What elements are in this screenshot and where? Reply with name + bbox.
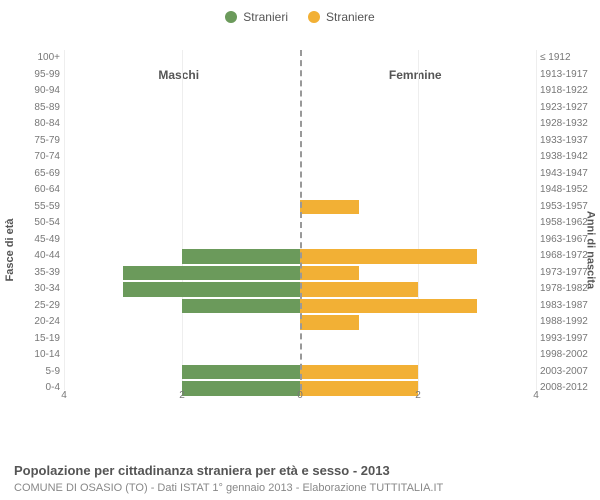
y-tick-age: 15-19 bbox=[0, 331, 60, 348]
y-tick-age: 80-84 bbox=[0, 116, 60, 133]
bar-female bbox=[300, 282, 418, 297]
y-tick-birth: 2008-2012 bbox=[540, 380, 600, 397]
bar-male bbox=[182, 299, 300, 314]
y-axis-right: ≤ 19121913-19171918-19221923-19271928-19… bbox=[540, 50, 600, 397]
gridline bbox=[536, 50, 537, 390]
y-tick-age: 50-54 bbox=[0, 215, 60, 232]
y-tick-birth: 1963-1967 bbox=[540, 232, 600, 249]
bar-female bbox=[300, 365, 418, 380]
y-tick-birth: 2003-2007 bbox=[540, 364, 600, 381]
bar-male bbox=[123, 266, 300, 281]
x-axis: 4 2 0 2 4 bbox=[64, 390, 536, 406]
y-tick-age: 10-14 bbox=[0, 347, 60, 364]
legend-label-male: Stranieri bbox=[243, 10, 288, 24]
y-tick-birth: 1918-1922 bbox=[540, 83, 600, 100]
bar-female bbox=[300, 266, 359, 281]
swatch-female bbox=[308, 11, 320, 23]
bar-female bbox=[300, 315, 359, 330]
y-tick-birth: 1928-1932 bbox=[540, 116, 600, 133]
y-tick-birth: 1938-1942 bbox=[540, 149, 600, 166]
y-tick-age: 40-44 bbox=[0, 248, 60, 265]
y-tick-birth: 1988-1992 bbox=[540, 314, 600, 331]
legend-item-male: Stranieri bbox=[225, 10, 288, 24]
y-tick-birth: 1978-1982 bbox=[540, 281, 600, 298]
y-tick-birth: 1968-1972 bbox=[540, 248, 600, 265]
y-tick-birth: 1913-1917 bbox=[540, 67, 600, 84]
y-tick-birth: 1948-1952 bbox=[540, 182, 600, 199]
bar-female bbox=[300, 249, 477, 264]
bar-male bbox=[182, 249, 300, 264]
x-tick: 0 bbox=[297, 390, 303, 401]
bar-male bbox=[182, 365, 300, 380]
bar-female bbox=[300, 200, 359, 215]
y-tick-age: 100+ bbox=[0, 50, 60, 67]
y-tick-age: 45-49 bbox=[0, 232, 60, 249]
legend-label-female: Straniere bbox=[326, 10, 375, 24]
y-tick-age: 70-74 bbox=[0, 149, 60, 166]
x-tick: 4 bbox=[533, 390, 539, 401]
legend: Stranieri Straniere bbox=[0, 0, 600, 30]
swatch-male bbox=[225, 11, 237, 23]
y-tick-age: 95-99 bbox=[0, 67, 60, 84]
y-tick-age: 65-69 bbox=[0, 166, 60, 183]
y-tick-birth: 1998-2002 bbox=[540, 347, 600, 364]
y-tick-age: 75-79 bbox=[0, 133, 60, 150]
footer-title: Popolazione per cittadinanza straniera p… bbox=[14, 463, 390, 478]
y-tick-birth: 1943-1947 bbox=[540, 166, 600, 183]
footer-subtitle: COMUNE DI OSASIO (TO) - Dati ISTAT 1° ge… bbox=[14, 482, 443, 494]
bar-male bbox=[123, 282, 300, 297]
legend-item-female: Straniere bbox=[308, 10, 375, 24]
y-tick-birth: 1958-1962 bbox=[540, 215, 600, 232]
y-tick-age: 85-89 bbox=[0, 100, 60, 117]
y-tick-birth: 1923-1927 bbox=[540, 100, 600, 117]
y-tick-birth: 1933-1937 bbox=[540, 133, 600, 150]
y-tick-birth: ≤ 1912 bbox=[540, 50, 600, 67]
y-tick-age: 55-59 bbox=[0, 199, 60, 216]
y-tick-birth: 1983-1987 bbox=[540, 298, 600, 315]
x-tick: 4 bbox=[61, 390, 67, 401]
center-line bbox=[300, 50, 302, 390]
y-tick-birth: 1973-1977 bbox=[540, 265, 600, 282]
y-tick-age: 0-4 bbox=[0, 380, 60, 397]
y-tick-age: 60-64 bbox=[0, 182, 60, 199]
x-tick: 2 bbox=[415, 390, 421, 401]
y-tick-birth: 1993-1997 bbox=[540, 331, 600, 348]
y-tick-age: 90-94 bbox=[0, 83, 60, 100]
y-tick-age: 30-34 bbox=[0, 281, 60, 298]
y-tick-age: 5-9 bbox=[0, 364, 60, 381]
y-axis-left: 100+95-9990-9485-8980-8475-7970-7465-696… bbox=[0, 50, 60, 397]
y-tick-birth: 1953-1957 bbox=[540, 199, 600, 216]
bar-female bbox=[300, 299, 477, 314]
y-tick-age: 25-29 bbox=[0, 298, 60, 315]
y-tick-age: 35-39 bbox=[0, 265, 60, 282]
x-tick: 2 bbox=[179, 390, 185, 401]
chart-area: Maschi Femmine 100+95-9990-9485-8980-847… bbox=[64, 34, 536, 424]
y-tick-age: 20-24 bbox=[0, 314, 60, 331]
